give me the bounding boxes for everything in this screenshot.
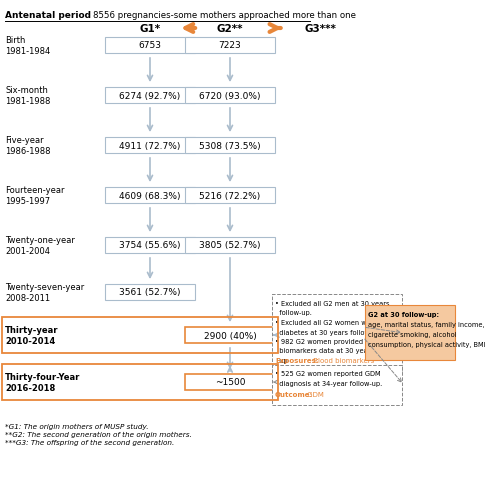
FancyBboxPatch shape <box>185 88 275 104</box>
Text: G1*: G1* <box>140 24 160 34</box>
Text: Thirty-year
2010-2014: Thirty-year 2010-2014 <box>5 325 59 345</box>
Text: 5216 (72.2%): 5216 (72.2%) <box>200 191 260 200</box>
Text: biomarkers data at 30 years follow-: biomarkers data at 30 years follow- <box>275 348 398 354</box>
Text: 5308 (73.5%): 5308 (73.5%) <box>199 141 261 150</box>
Text: Outcome:: Outcome: <box>275 391 313 397</box>
FancyBboxPatch shape <box>185 238 275 253</box>
Text: age, marital status, family income,: age, marital status, family income, <box>368 322 484 328</box>
Text: Birth
1981-1984: Birth 1981-1984 <box>5 36 50 56</box>
Text: diabetes at 30 years follow-up.: diabetes at 30 years follow-up. <box>275 329 383 335</box>
Text: 3754 (55.6%): 3754 (55.6%) <box>120 241 181 250</box>
Text: 6720 (93.0%): 6720 (93.0%) <box>199 91 261 100</box>
Text: • Excluded all G2 men at 30 years: • Excluded all G2 men at 30 years <box>275 300 390 306</box>
Text: Thirty-four-Year
2016-2018: Thirty-four-Year 2016-2018 <box>5 372 80 392</box>
Text: follow-up.: follow-up. <box>275 310 312 316</box>
FancyBboxPatch shape <box>365 305 455 360</box>
FancyBboxPatch shape <box>105 188 195 204</box>
Text: ~1500: ~1500 <box>215 378 245 387</box>
Text: Fourteen-year
1995-1997: Fourteen-year 1995-1997 <box>5 186 64 205</box>
Text: 8556 pregnancies-some mothers approached more than one: 8556 pregnancies-some mothers approached… <box>93 12 356 21</box>
FancyBboxPatch shape <box>105 88 195 104</box>
Text: Six-month
1981-1988: Six-month 1981-1988 <box>5 86 51 106</box>
FancyBboxPatch shape <box>272 294 402 372</box>
Text: Twenty-one-year
2001-2004: Twenty-one-year 2001-2004 <box>5 236 75 255</box>
Text: 3561 (52.7%): 3561 (52.7%) <box>120 288 181 297</box>
Text: Exposures:: Exposures: <box>275 357 318 363</box>
Text: **G2: The second generation of the origin mothers.: **G2: The second generation of the origi… <box>5 431 192 437</box>
FancyBboxPatch shape <box>105 138 195 154</box>
Text: 6274 (92.7%): 6274 (92.7%) <box>120 91 180 100</box>
FancyBboxPatch shape <box>185 38 275 54</box>
FancyBboxPatch shape <box>185 327 275 343</box>
Text: cigarette smoking, alcohol: cigarette smoking, alcohol <box>368 332 456 338</box>
FancyBboxPatch shape <box>105 238 195 253</box>
Text: *G1: The origin mothers of MUSP study.: *G1: The origin mothers of MUSP study. <box>5 423 148 429</box>
Text: Blood biomarkers: Blood biomarkers <box>311 357 374 363</box>
Text: GDM: GDM <box>305 391 324 397</box>
Text: G2**: G2** <box>217 24 243 34</box>
FancyBboxPatch shape <box>272 365 402 405</box>
FancyBboxPatch shape <box>185 188 275 204</box>
Text: Twenty-seven-year
2008-2011: Twenty-seven-year 2008-2011 <box>5 282 84 302</box>
FancyBboxPatch shape <box>105 285 195 300</box>
Text: • 982 G2 women provided  blood: • 982 G2 women provided blood <box>275 338 386 344</box>
Text: 2900 (40%): 2900 (40%) <box>204 331 256 340</box>
Text: 7223: 7223 <box>218 41 242 50</box>
Text: diagnosis at 34-year follow-up.: diagnosis at 34-year follow-up. <box>275 380 382 386</box>
FancyBboxPatch shape <box>105 38 195 54</box>
Text: ***G3: The offspring of the second generation.: ***G3: The offspring of the second gener… <box>5 439 174 445</box>
Text: 6753: 6753 <box>138 41 162 50</box>
Text: 3805 (52.7%): 3805 (52.7%) <box>199 241 261 250</box>
FancyBboxPatch shape <box>185 374 275 390</box>
Text: Five-year
1986-1988: Five-year 1986-1988 <box>5 136 51 156</box>
Text: G3***: G3*** <box>304 24 336 34</box>
Text: 4911 (72.7%): 4911 (72.7%) <box>120 141 180 150</box>
Text: up: up <box>275 357 287 363</box>
Text: consumption, physical activity, BMI: consumption, physical activity, BMI <box>368 342 486 348</box>
FancyBboxPatch shape <box>185 138 275 154</box>
Text: Antenatal period: Antenatal period <box>5 12 91 21</box>
Text: 4609 (68.3%): 4609 (68.3%) <box>120 191 181 200</box>
Text: G2 at 30 follow-up:: G2 at 30 follow-up: <box>368 312 439 318</box>
Text: • 525 G2 women reported GDM: • 525 G2 women reported GDM <box>275 370 380 376</box>
Text: • Excluded all G2 women with: • Excluded all G2 women with <box>275 319 376 325</box>
